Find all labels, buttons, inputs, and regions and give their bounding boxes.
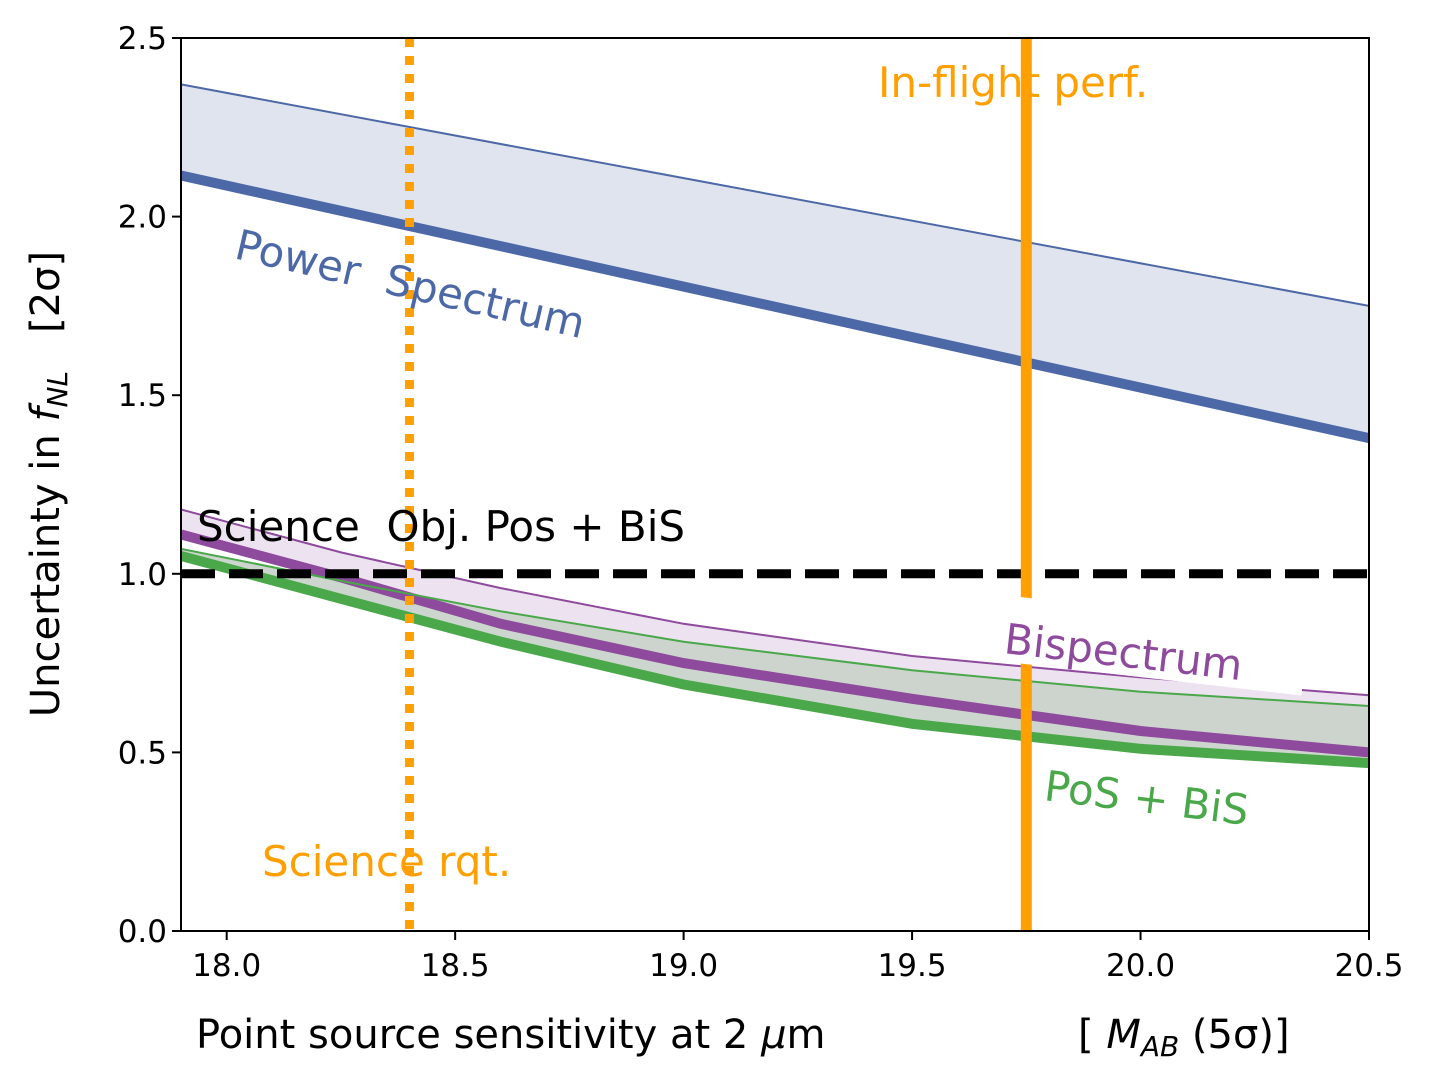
y-tick-label: 0.0 xyxy=(118,914,167,950)
annotation-science-objective: Science Obj. Pos + BiS xyxy=(197,502,685,551)
x-axis-bracket-open: [ xyxy=(1078,1012,1106,1058)
y-tick-label: 1.0 xyxy=(118,557,167,593)
x-axis-sigma: (5σ)] xyxy=(1179,1012,1289,1058)
x-axis-label-unit: m xyxy=(787,1012,826,1058)
reference-lines-layer xyxy=(181,38,1369,931)
annotation-pos-bis: PoS + BiS xyxy=(1042,761,1252,835)
x-axis-unit-label: [ MAB (5σ)] xyxy=(1078,1012,1290,1063)
pos-bis-lower-line xyxy=(181,551,1369,769)
x-axis-label-mu: μ xyxy=(760,1012,786,1058)
y-axis-label-main: Uncertainty in xyxy=(23,422,69,718)
power-spectrum-lower-line xyxy=(181,170,1369,443)
y-axis-label-bracket: [2σ] xyxy=(23,251,69,333)
x-tick-label: 20.5 xyxy=(1334,948,1403,984)
x-axis-label: Point source sensitivity at 2 μm xyxy=(196,1012,825,1058)
y-axis-label-group: Uncertainty in fNL[2σ] xyxy=(23,251,74,717)
x-tick-label: 18.5 xyxy=(421,948,490,984)
power-spectrum-band-fill xyxy=(181,84,1369,439)
power-spectrum-upper-line xyxy=(181,83,1369,307)
annotation-science-requirement: Science rqt. xyxy=(262,837,511,886)
y-tick-label: 1.5 xyxy=(118,378,167,414)
bispectrum-label-background xyxy=(991,594,1309,696)
y-axis-label: Uncertainty in fNL[2σ] xyxy=(23,251,74,717)
y-tick-label: 2.5 xyxy=(118,21,167,57)
x-axis-magnitude-subscript: AB xyxy=(1139,1030,1179,1063)
plot-frame xyxy=(180,37,1370,932)
x-axis-magnitude-symbol: M xyxy=(1106,1012,1141,1058)
y-tick-label: 0.5 xyxy=(118,735,167,771)
pos-bis-band-fill xyxy=(181,548,1369,764)
ticks-layer: 18.0 18.5 19.0 19.5 20.0 20.5 0.0 0.5 1.0 1.5 2.0 2… xyxy=(118,21,1404,984)
x-tick-label: 18.0 xyxy=(192,948,261,984)
y-axis-label-subscript: NL xyxy=(41,371,74,408)
x-tick-label: 19.5 xyxy=(878,948,947,984)
bispectrum-upper-line xyxy=(181,508,1369,697)
pos-bis-upper-line xyxy=(181,547,1369,707)
x-axis-label-main: Point source sensitivity at 2 xyxy=(196,1012,761,1058)
x-tick-label: 20.0 xyxy=(1106,948,1175,984)
x-tick-label: 19.0 xyxy=(649,948,718,984)
y-tick-label: 2.0 xyxy=(118,200,167,236)
annotation-in-flight-performance: In-flight perf. xyxy=(878,58,1148,107)
